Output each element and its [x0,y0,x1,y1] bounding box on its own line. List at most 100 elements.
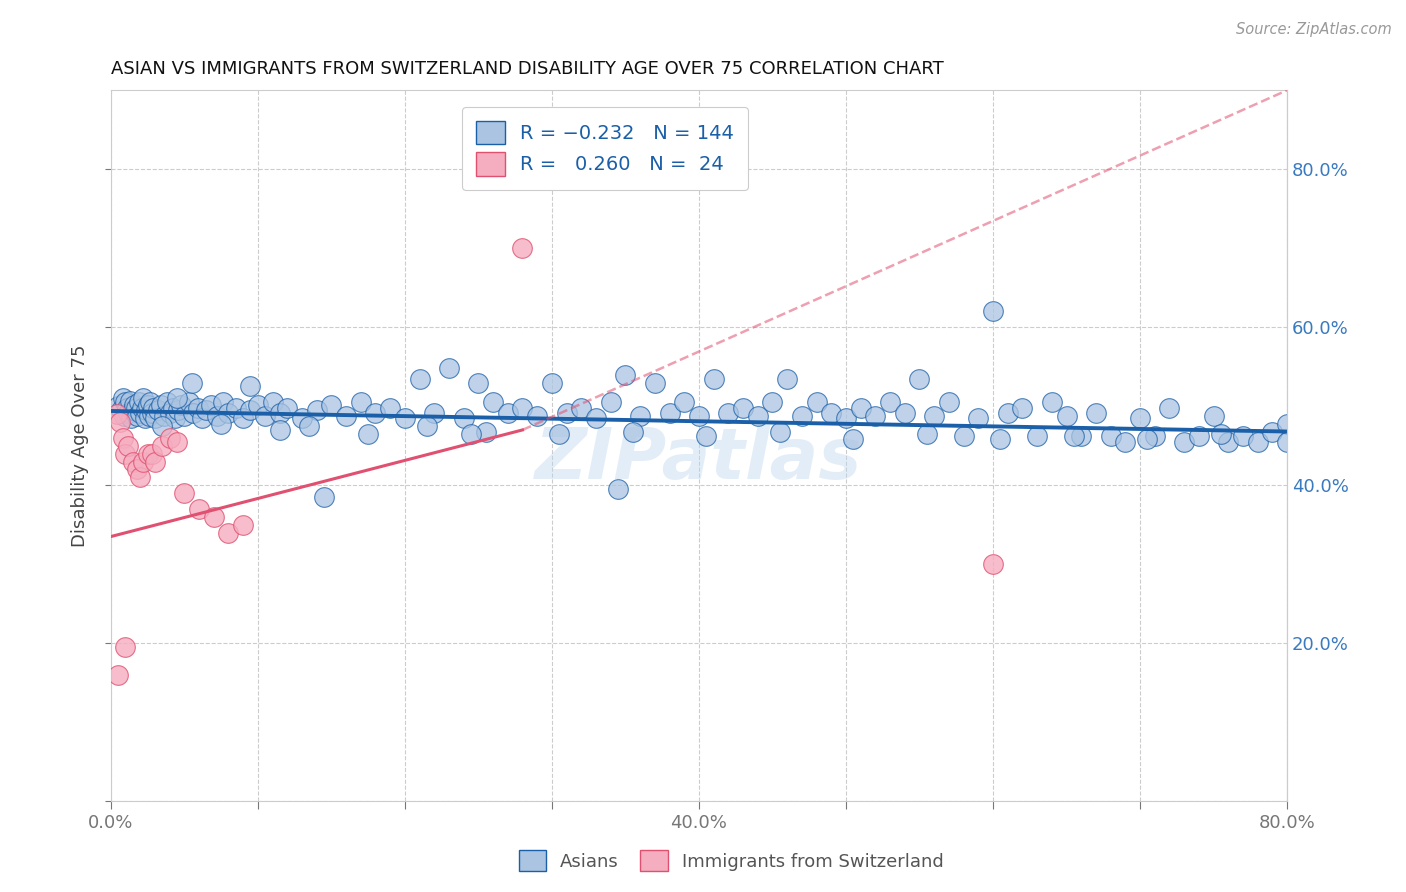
Point [1232,429,1254,443]
Point [321,398,343,412]
Point [512,241,534,255]
Point [111,392,134,406]
Point [482,395,505,409]
Point [842,433,865,447]
Point [191,411,214,425]
Point [922,409,945,423]
Point [1159,401,1181,415]
Point [1261,425,1284,439]
Point [695,429,717,443]
Legend: Asians, Immigrants from Switzerland: Asians, Immigrants from Switzerland [512,843,950,879]
Point [165,411,187,425]
Point [915,426,938,441]
Point [806,395,828,409]
Point [1011,401,1033,415]
Point [607,482,630,496]
Point [1070,429,1092,443]
Point [1209,426,1232,441]
Point [526,409,548,423]
Point [149,398,172,412]
Point [305,403,328,417]
Point [761,395,783,409]
Point [981,558,1004,572]
Point [142,401,165,415]
Point [131,401,153,415]
Point [312,490,335,504]
Point [186,401,208,415]
Point [125,401,148,415]
Point [364,406,387,420]
Point [298,419,321,434]
Point [114,395,136,409]
Point [132,392,155,406]
Point [143,411,166,425]
Point [211,395,233,409]
Point [731,401,754,415]
Point [1063,429,1085,443]
Text: ASIAN VS IMMIGRANTS FROM SWITZERLAND DISABILITY AGE OVER 75 CORRELATION CHART: ASIAN VS IMMIGRANTS FROM SWITZERLAND DIS… [111,60,943,78]
Point [541,376,564,390]
Point [460,426,482,441]
Point [496,406,519,420]
Point [1136,433,1159,447]
Point [269,423,291,437]
Point [135,403,157,417]
Point [703,371,725,385]
Point [107,668,129,682]
Point [644,376,666,390]
Point [188,502,211,516]
Point [335,409,357,423]
Point [569,401,592,415]
Point [512,401,534,415]
Point [159,406,181,420]
Point [673,395,696,409]
Point [120,411,142,425]
Point [141,447,163,461]
Point [981,304,1004,318]
Point [254,409,277,423]
Point [117,406,139,420]
Point [167,403,190,417]
Point [170,398,193,412]
Point [107,399,129,413]
Point [114,640,136,655]
Point [1247,434,1270,449]
Point [276,401,298,415]
Point [232,411,254,425]
Point [776,371,799,385]
Point [152,409,174,423]
Point [139,395,162,409]
Point [879,395,901,409]
Point [988,433,1011,447]
Point [262,395,284,409]
Point [1218,434,1240,449]
Point [159,431,181,445]
Point [350,395,373,409]
Point [246,398,269,412]
Point [747,409,769,423]
Point [202,509,225,524]
Point [129,406,152,420]
Point [967,411,990,425]
Point [1129,411,1152,425]
Point [132,454,155,468]
Point [177,395,200,409]
Point [1084,406,1107,420]
Point [138,409,160,423]
Point [849,401,872,415]
Text: ZIPatlas: ZIPatlas [536,425,863,494]
Point [865,409,887,423]
Point [217,525,239,540]
Point [658,406,681,420]
Point [1143,429,1166,443]
Point [688,409,710,423]
Point [1114,434,1136,449]
Point [114,447,136,461]
Point [548,426,571,441]
Point [105,407,128,421]
Point [1202,409,1225,423]
Point [790,409,813,423]
Point [938,395,960,409]
Point [117,439,139,453]
Point [209,417,232,431]
